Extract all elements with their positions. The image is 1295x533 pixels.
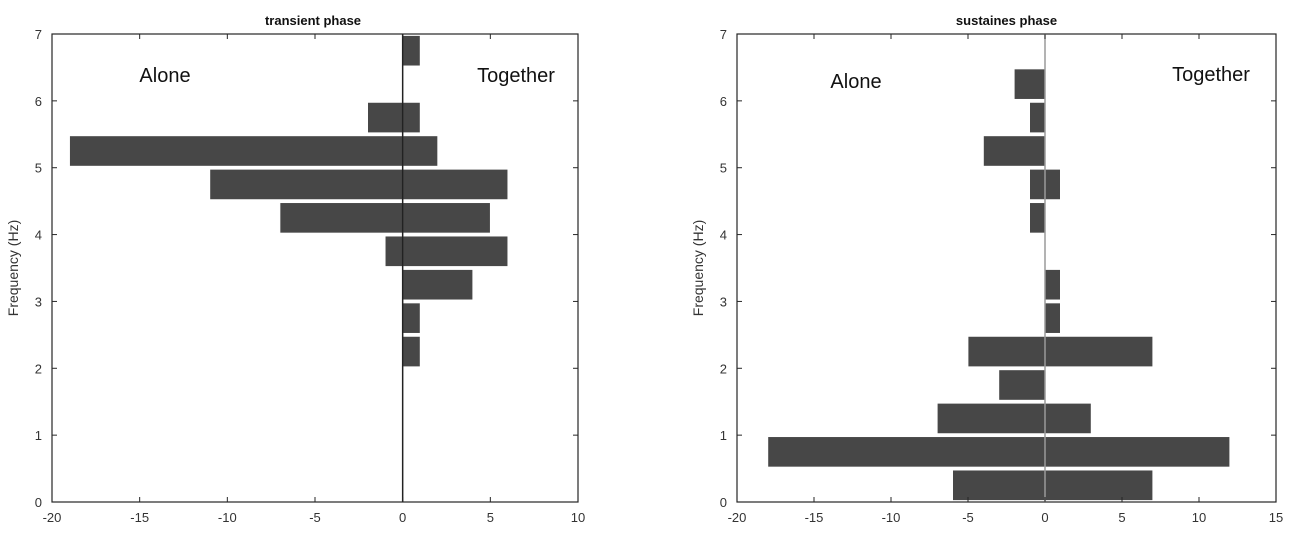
bar-alone-4 [967,335,1046,368]
bar-alone-2 [936,402,1046,435]
x-tick-label: -15 [130,510,149,525]
bar-together-7 [402,235,509,267]
bar-together-5 [1044,302,1061,334]
y-tick-label: 5 [35,161,42,176]
x-tick-label: 5 [1118,510,1125,525]
axes-box [736,33,1277,503]
y-tick-label: 1 [35,428,42,443]
y-tick-label: 1 [720,428,727,443]
chart-title: sustaines phase [956,13,1057,28]
bar-together-4 [402,335,421,368]
x-tick-label: 10 [1192,510,1206,525]
y-tick-label: 3 [720,294,727,309]
bar-together-6 [1044,269,1061,301]
annotation-together: Together [1172,64,1250,86]
bar-alone-9 [209,168,404,201]
x-tick-label: -10 [882,510,901,525]
y-tick-label: 2 [720,361,727,376]
bar-alone-11 [1029,101,1046,134]
y-axis-label: Frequency (Hz) [5,220,21,316]
y-tick-label: 4 [720,228,727,243]
x-tick-label: 5 [487,510,494,525]
bar-alone-11 [367,101,404,134]
y-tick-label: 5 [720,161,727,176]
x-tick-label: 10 [571,510,585,525]
bar-alone-10 [69,135,404,167]
bar-alone-8 [1029,202,1046,234]
y-tick-label: 0 [35,495,42,510]
chart-sustaines-phase: -20 -15 -10 -5 0 5 10 15 0 1 2 3 4 5 6 7 sustaines phase… [690,13,1283,525]
chart-title: transient phase [265,13,361,28]
bar-alone-8 [279,202,404,234]
bar-together-0 [1044,469,1154,501]
y-tick-label: 6 [35,94,42,109]
y-tick-label: 7 [720,27,727,42]
bar-alone-9 [1029,168,1046,201]
bar-together-2 [1044,402,1092,435]
axes-box [51,33,579,503]
x-tick-label: -10 [218,510,237,525]
bar-together-8 [402,202,491,234]
y-tick-label: 7 [35,27,42,42]
bar-together-4 [1044,335,1154,368]
x-tick-label: -5 [309,510,321,525]
bar-together-13 [402,35,421,67]
y-tick-label: 6 [720,94,727,109]
bar-together-9 [1044,168,1061,201]
bar-alone-1 [767,436,1046,468]
x-tick-label: 15 [1269,510,1283,525]
x-tick-label: 0 [1041,510,1048,525]
y-tick-label: 0 [720,495,727,510]
bar-alone-10 [983,135,1046,167]
bar-alone-0 [952,469,1046,501]
x-tick-label: -20 [728,510,747,525]
bar-together-10 [402,135,439,167]
y-tick-label: 4 [35,228,42,243]
y-axis-label: Frequency (Hz) [690,220,706,316]
bar-alone-7 [384,235,404,267]
x-tick-label: 0 [399,510,406,525]
annotation-alone: Alone [139,65,190,87]
annotation-alone: Alone [830,71,881,93]
x-tick-label: -20 [43,510,62,525]
y-tick-label: 3 [35,294,42,309]
bar-alone-12 [1013,68,1046,100]
bar-together-6 [402,269,474,301]
y-tick-label: 2 [35,361,42,376]
bar-together-9 [402,168,509,201]
chart-transient-phase: -20 -15 -10 -5 0 5 10 0 1 2 3 4 5 6 7 transient phase Fr… [5,13,585,525]
bar-together-11 [402,101,421,134]
x-tick-label: -5 [962,510,974,525]
bar-together-1 [1044,436,1231,468]
x-tick-label: -15 [805,510,824,525]
annotation-together: Together [477,65,555,87]
bar-alone-3 [998,369,1046,401]
bar-together-5 [402,302,421,334]
